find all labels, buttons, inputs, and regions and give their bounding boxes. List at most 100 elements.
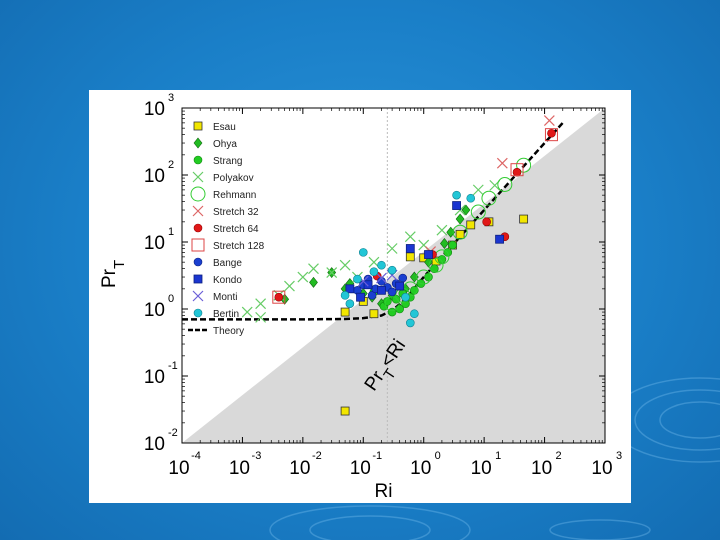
legend-label: Kondo [213,275,242,286]
data-point-polyakov [255,298,267,310]
legend-marker-monti [192,290,204,302]
data-point-polyakov [436,224,448,236]
data-point-kondo [495,234,504,244]
y-axis-label: PrT [99,260,128,288]
data-point-rehmann [384,296,400,312]
data-point-polyakov [284,280,295,292]
data-point-polyakov [326,267,338,278]
data-point-ohya [309,276,318,288]
x-tick-label: 10 [350,458,371,479]
x-tick-exponent: 3 [616,450,622,462]
data-point-bertin [406,318,415,328]
data-point-esau [455,229,465,239]
legend-label: Monti [213,292,237,303]
data-point-bange [387,287,397,297]
legend-label: Bertin [213,309,239,320]
data-point-rehmann [470,204,486,220]
data-point-stretch-64 [274,292,284,302]
x-tick-label: 10 [591,458,612,479]
y-tick-label: 10 [144,300,165,321]
legend-item-theory: Theory [188,326,244,337]
legend-label: Polyakov [213,173,254,184]
y-tick-exponent: 3 [168,92,174,104]
pr-vs-ri-chart: 10-410-310-210-110010110210310-210-11001… [99,92,622,502]
legend-marker-bange [193,257,203,267]
legend-label: Stretch 128 [213,241,265,252]
x-tick-label: 10 [289,458,310,479]
x-tick-exponent: -2 [312,450,322,462]
legend-marker-stretch-32 [192,205,204,217]
legend-item-ohya: Ohya [193,137,237,150]
y-tick-label: 10 [144,434,165,455]
legend-marker-stretch-128 [191,238,205,252]
x-tick-label: 10 [471,458,492,479]
data-point-rehmann [416,269,432,285]
legend-item-bange: Bange [193,257,242,269]
data-point-rehmann [516,157,532,173]
data-point-strang [430,264,439,273]
x-axis-label: Ri [375,481,393,502]
legend-item-esau: Esau [193,121,236,133]
data-point-ohya [455,213,465,225]
legend-item-stretch-32: Stretch 32 [192,205,259,218]
y-tick-exponent: 1 [168,226,174,238]
data-point-bertin [401,292,410,302]
data-point-kondo [395,281,405,291]
legend-item-rehmann: Rehmann [190,186,256,202]
data-point-kondo [345,284,355,294]
data-point-kondo [452,201,461,210]
data-point-stretch-32 [543,115,555,126]
data-point-bange [398,273,408,283]
legend-item-strang: Strang [193,155,242,167]
x-tick-exponent: -3 [252,450,262,462]
data-point-esau [405,252,415,262]
data-point-rehmann [481,190,497,206]
series-bertin [340,190,476,328]
data-point-stretch-32 [496,157,508,169]
legend-label: Ohya [213,139,237,150]
data-point-strang [424,272,433,282]
x-tick-exponent: 2 [556,450,562,462]
data-point-bertin [387,265,397,275]
data-point-rehmann [497,177,513,193]
y-tick-exponent: 0 [168,293,174,305]
data-point-monti [376,272,387,284]
legend-label: Theory [213,326,244,337]
data-point-esau [519,214,529,224]
y-tick-exponent: -1 [168,360,178,372]
x-tick-exponent: -1 [372,450,382,462]
y-tick-exponent: 2 [168,159,174,171]
data-point-bertin [377,260,386,270]
legend-label: Esau [213,122,236,133]
series-bange [353,273,408,300]
legend-label: Strang [213,156,242,167]
data-point-kondo [356,292,365,302]
legend-marker-esau [193,121,203,131]
plot-frame [181,107,606,444]
data-point-bertin [358,248,368,257]
legend-item-polyakov: Polyakov [192,171,254,184]
data-point-stretch-64 [547,128,556,138]
legend-label: Stretch 64 [213,224,259,235]
data-point-stretch-64 [512,167,522,177]
data-point-bertin [353,274,362,284]
data-point-bertin [340,291,350,300]
data-point-polyakov [297,271,309,283]
data-point-strang [448,240,457,250]
data-point-polyakov [255,311,267,323]
data-point-stretch-128 [510,163,524,177]
x-tick-label: 10 [229,458,250,479]
data-point-polyakov [472,184,484,196]
data-point-kondo [363,280,373,290]
legend-marker-stretch-64 [193,223,203,233]
legend-marker-kondo [193,274,203,284]
data-point-bertin [452,190,461,200]
data-point-polyakov [308,263,319,275]
data-point-kondo [377,285,386,295]
y-tick-exponent: -2 [168,427,178,439]
legend-item-stretch-64: Stretch 64 [193,223,259,235]
data-point-esau [340,406,350,416]
forbidden-region [182,108,605,443]
x-tick-label: 10 [410,458,431,479]
data-point-bertin [410,309,419,319]
